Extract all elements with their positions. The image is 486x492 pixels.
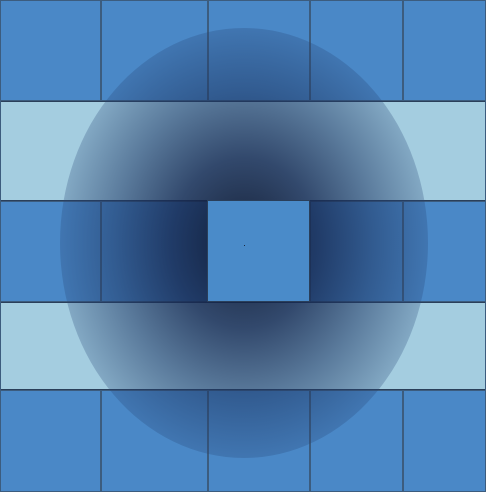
light-band-1 [0, 101, 486, 201]
tile-r0-c1 [101, 0, 208, 101]
tile-r1-c1 [101, 201, 208, 302]
tile-r1-c3 [310, 201, 403, 302]
light-band-2 [0, 302, 486, 390]
tile-r0-c3 [310, 0, 403, 101]
center-dot [244, 245, 245, 246]
tile-r2-c3 [310, 390, 403, 492]
tile-r2-c0 [0, 390, 101, 492]
tile-r1-c4 [403, 201, 486, 302]
tile-r0-c0 [0, 0, 101, 101]
tile-r1-c0 [0, 201, 101, 302]
tile-r0-c4 [403, 0, 486, 101]
center-tile [207, 200, 310, 302]
tile-r2-c4 [403, 390, 486, 492]
tile-r2-c1 [101, 390, 208, 492]
tile-r2-c2 [208, 390, 310, 492]
tile-r0-c2 [208, 0, 310, 101]
